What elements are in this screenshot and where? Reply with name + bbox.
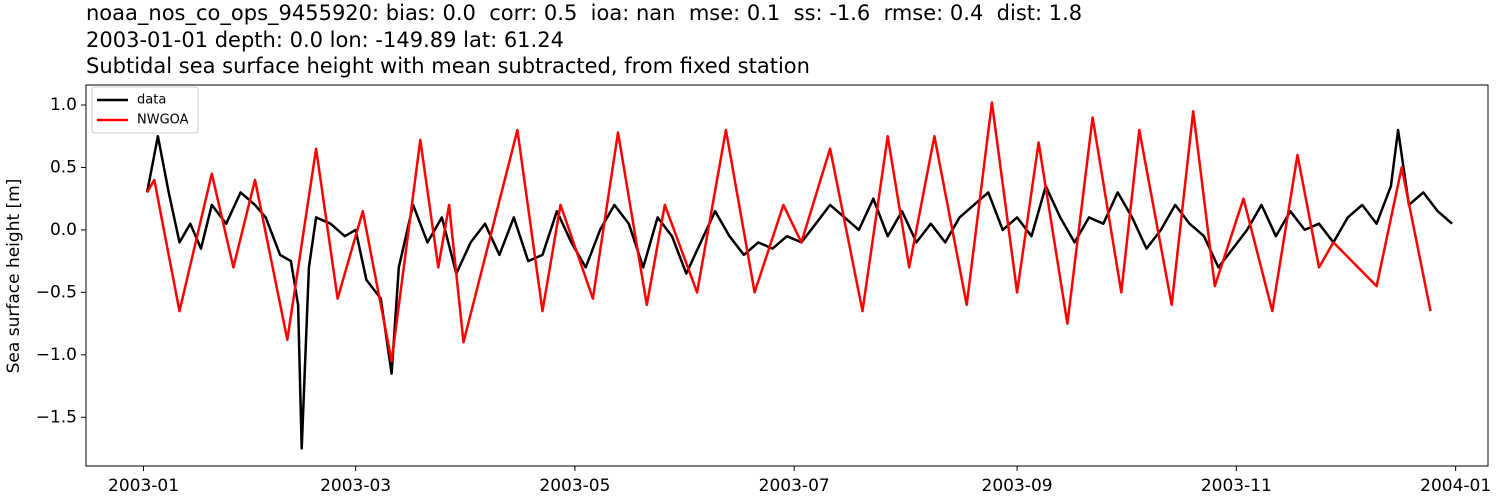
chart-title: 2003-01-01 depth: 0.0 lon: -149.89 lat: …	[86, 28, 564, 52]
y-tick-label: 1.0	[50, 95, 77, 115]
y-tick-label: −1.5	[36, 407, 77, 427]
y-axis-label: Sea surface height [m]	[4, 179, 24, 374]
series-line	[145, 128, 1453, 450]
chart-title: Subtidal sea surface height with mean su…	[86, 54, 810, 78]
legend-label: NWGOA	[137, 113, 189, 128]
y-tick-label: −1.0	[36, 345, 77, 365]
y-tick-label: 0.5	[50, 157, 77, 177]
x-tick-label: 2003-07	[759, 476, 830, 496]
x-tick-label: 2003-11	[1201, 476, 1272, 496]
chart-title: noaa_nos_co_ops_9455920: bias: 0.0 corr:…	[86, 1, 1082, 26]
legend-box	[91, 86, 199, 134]
x-tick-label: 2003-01	[108, 476, 179, 496]
y-tick-label: −0.5	[36, 282, 77, 302]
x-tick-label: 2003-05	[539, 476, 610, 496]
x-tick-label: 2003-03	[320, 476, 391, 496]
y-tick-label: 0.0	[50, 220, 77, 240]
series-line	[146, 101, 1432, 363]
plot-frame	[85, 84, 1489, 467]
x-tick-label: 2004-01	[1420, 476, 1491, 496]
x-tick-label: 2003-09	[982, 476, 1053, 496]
legend-label: data	[137, 93, 166, 108]
